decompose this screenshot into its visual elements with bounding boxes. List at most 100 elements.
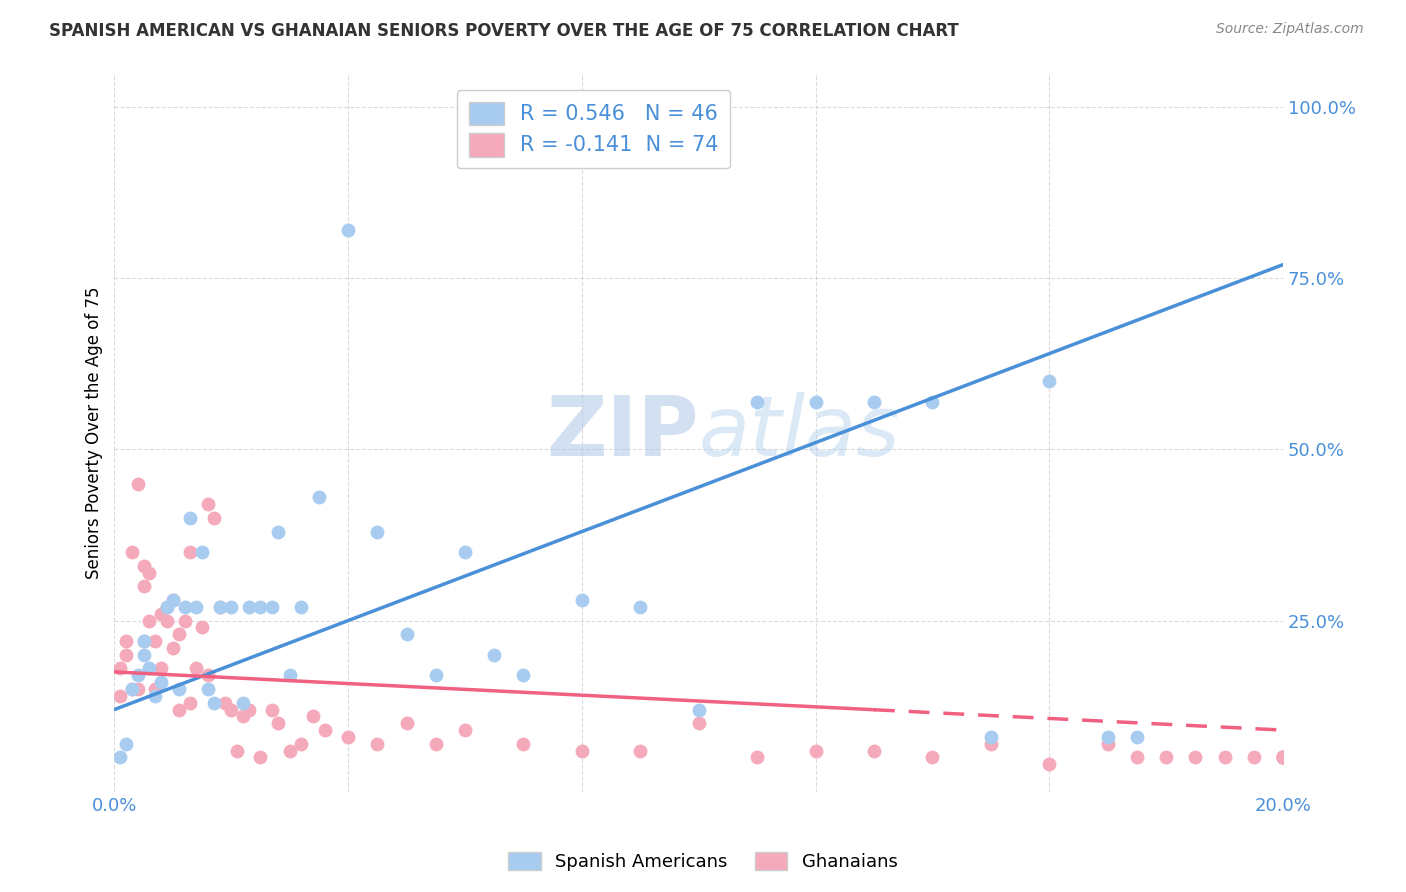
Point bbox=[115, 634, 138, 648]
Point bbox=[267, 524, 290, 539]
Point bbox=[1272, 750, 1295, 764]
Point bbox=[290, 737, 312, 751]
Point bbox=[186, 661, 208, 675]
Point bbox=[512, 737, 534, 751]
Point bbox=[121, 545, 143, 559]
Point bbox=[745, 394, 768, 409]
Point bbox=[110, 661, 132, 675]
Point bbox=[143, 634, 166, 648]
Point bbox=[238, 599, 260, 614]
Point bbox=[688, 716, 710, 731]
Point bbox=[395, 627, 418, 641]
Point bbox=[314, 723, 336, 737]
Point bbox=[150, 607, 173, 621]
Point bbox=[249, 750, 271, 764]
Point bbox=[1184, 750, 1206, 764]
Point bbox=[1038, 374, 1060, 388]
Point bbox=[167, 681, 190, 696]
Point bbox=[1272, 750, 1295, 764]
Point bbox=[1154, 750, 1177, 764]
Point bbox=[208, 599, 231, 614]
Point bbox=[688, 702, 710, 716]
Point bbox=[395, 716, 418, 731]
Point bbox=[179, 545, 201, 559]
Point bbox=[512, 668, 534, 682]
Point bbox=[121, 681, 143, 696]
Text: Source: ZipAtlas.com: Source: ZipAtlas.com bbox=[1216, 22, 1364, 37]
Point bbox=[110, 689, 132, 703]
Point bbox=[132, 634, 155, 648]
Point bbox=[115, 737, 138, 751]
Point bbox=[156, 599, 179, 614]
Point bbox=[162, 640, 184, 655]
Point bbox=[571, 744, 593, 758]
Point bbox=[425, 737, 447, 751]
Point bbox=[745, 750, 768, 764]
Point bbox=[1126, 750, 1149, 764]
Point bbox=[197, 497, 219, 511]
Point bbox=[1272, 750, 1295, 764]
Point bbox=[121, 681, 143, 696]
Point bbox=[804, 744, 827, 758]
Point bbox=[1272, 750, 1295, 764]
Point bbox=[138, 661, 160, 675]
Point bbox=[191, 545, 214, 559]
Point bbox=[249, 599, 271, 614]
Point bbox=[162, 593, 184, 607]
Point bbox=[1097, 730, 1119, 744]
Point bbox=[454, 545, 477, 559]
Point bbox=[167, 627, 190, 641]
Point bbox=[156, 614, 179, 628]
Point bbox=[290, 599, 312, 614]
Text: ZIP: ZIP bbox=[546, 392, 699, 473]
Point bbox=[1272, 750, 1295, 764]
Y-axis label: Seniors Poverty Over the Age of 75: Seniors Poverty Over the Age of 75 bbox=[86, 286, 103, 579]
Point bbox=[262, 702, 284, 716]
Point bbox=[115, 648, 138, 662]
Point bbox=[186, 599, 208, 614]
Point bbox=[804, 394, 827, 409]
Point bbox=[1272, 750, 1295, 764]
Point bbox=[132, 634, 155, 648]
Point bbox=[1126, 730, 1149, 744]
Point bbox=[278, 744, 301, 758]
Point bbox=[454, 723, 477, 737]
Point bbox=[232, 709, 254, 723]
Point bbox=[308, 491, 330, 505]
Legend: Spanish Americans, Ghanaians: Spanish Americans, Ghanaians bbox=[501, 845, 905, 879]
Point bbox=[278, 668, 301, 682]
Point bbox=[863, 394, 886, 409]
Point bbox=[302, 709, 325, 723]
Point bbox=[179, 511, 201, 525]
Point bbox=[143, 689, 166, 703]
Point bbox=[863, 744, 886, 758]
Point bbox=[232, 696, 254, 710]
Point bbox=[1272, 750, 1295, 764]
Point bbox=[366, 524, 388, 539]
Point bbox=[1272, 750, 1295, 764]
Legend: R = 0.546   N = 46, R = -0.141  N = 74: R = 0.546 N = 46, R = -0.141 N = 74 bbox=[457, 90, 730, 169]
Point bbox=[202, 696, 225, 710]
Point bbox=[980, 737, 1002, 751]
Point bbox=[127, 668, 149, 682]
Point bbox=[110, 750, 132, 764]
Point bbox=[214, 696, 236, 710]
Point bbox=[197, 681, 219, 696]
Point bbox=[366, 737, 388, 751]
Point bbox=[262, 599, 284, 614]
Point bbox=[226, 744, 249, 758]
Point bbox=[162, 593, 184, 607]
Point bbox=[150, 675, 173, 690]
Point bbox=[1243, 750, 1265, 764]
Point bbox=[425, 668, 447, 682]
Point bbox=[191, 620, 214, 634]
Point bbox=[143, 681, 166, 696]
Point bbox=[150, 661, 173, 675]
Point bbox=[173, 599, 195, 614]
Point bbox=[127, 476, 149, 491]
Point bbox=[202, 511, 225, 525]
Point bbox=[138, 566, 160, 580]
Text: atlas: atlas bbox=[699, 392, 900, 473]
Point bbox=[337, 223, 360, 237]
Point bbox=[1272, 750, 1295, 764]
